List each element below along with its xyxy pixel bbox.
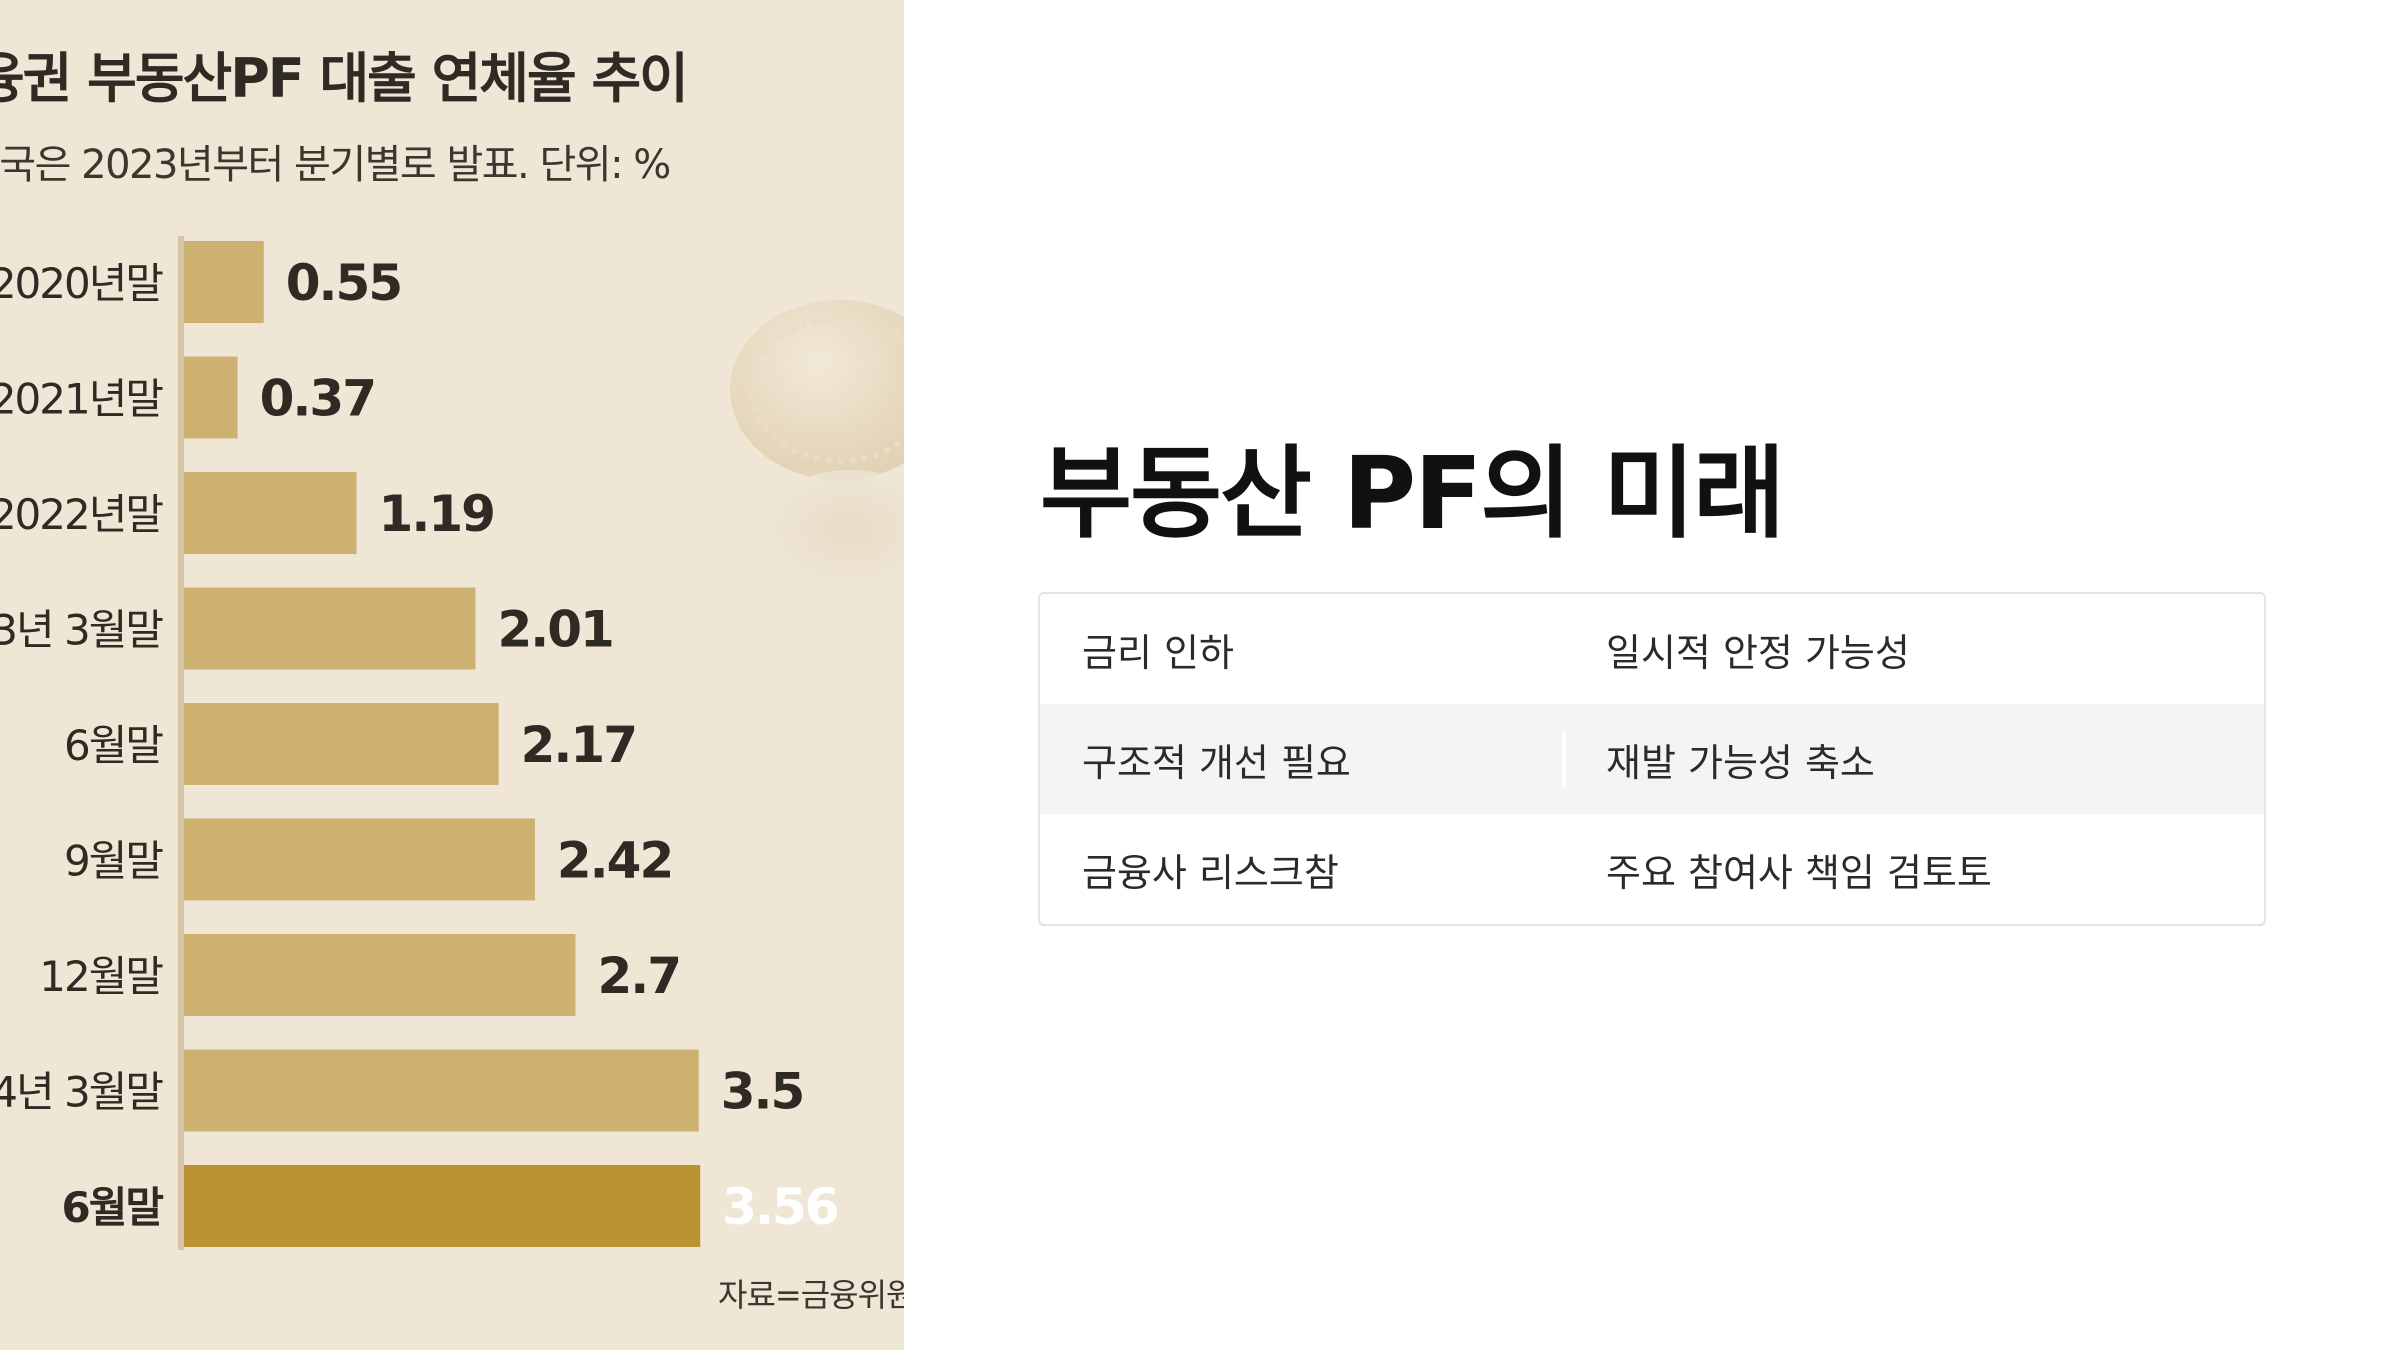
chart-category-label: 6월말: [64, 721, 163, 770]
infographic-panel: 융권 부동산PF 대출 연체율 추이 당국은 2023년부터 분기별로 발표. …: [0, 0, 904, 1350]
chart-bar: [184, 241, 264, 323]
chart-category-label: 2020년말: [0, 259, 163, 308]
chart-bar: [184, 703, 499, 785]
table-cell-outlook: 일시적 안정 가능성: [1606, 630, 1910, 675]
chart-value-label: 2.01: [497, 601, 612, 659]
chart-bar: [184, 472, 357, 554]
chart-value-label: 3.56: [722, 1178, 838, 1236]
page-title: 부동산 PF의 미래: [1040, 435, 1785, 552]
table-cell-outlook: 주요 참여사 책임 검토토: [1606, 850, 1992, 895]
table-cell-factor: 구조적 개선 필요: [1040, 731, 1566, 787]
chart-value-label: 2.42: [557, 832, 672, 890]
coin-illustration: [730, 300, 904, 480]
chart-category-label: 2021년말: [0, 375, 163, 424]
table-cell-factor: 금융사 리스크참: [1082, 850, 1339, 895]
outlook-table: 금리 인하 일시적 안정 가능성 구조적 개선 필요 재발 가능성 축소 금융사…: [1038, 592, 2266, 926]
chart-value-label: 0.37: [260, 370, 375, 428]
chart-bar: [184, 1165, 701, 1247]
table-cell-factor: 금리 인하: [1082, 630, 1234, 675]
chart-value-label: 2.17: [521, 716, 636, 774]
chart-category-label: 2022년말: [0, 490, 163, 539]
chart-value-label: 2.7: [598, 947, 681, 1005]
chart-category-label: 6월말: [61, 1183, 163, 1232]
chart-value-label: 1.19: [379, 485, 494, 543]
chart-value-label: 3.5: [721, 1063, 804, 1121]
infographic-subtitle: 당국은 2023년부터 분기별로 발표. 단위: %: [0, 142, 671, 188]
table-cell-outlook: 재발 가능성 축소: [1606, 740, 1875, 785]
table-row: 금리 인하 일시적 안정 가능성: [1040, 594, 2264, 704]
chart-bar: [184, 356, 238, 439]
delinquency-bar-chart: 2020년말 0.55 2021년말 0.37 2022년말 1.19 3년 3월말 2.01…: [0, 236, 840, 1250]
chart-category-label: 4년 3월말: [0, 1068, 163, 1117]
infographic-title: 융권 부동산PF 대출 연체율 추이: [0, 47, 689, 110]
table-row: 구조적 개선 필요 재발 가능성 축소: [1040, 704, 2264, 814]
chart-category-label: 9월말: [64, 837, 163, 886]
chart-bar: [184, 587, 476, 670]
table-row: 금융사 리스크참 주요 참여사 책임 검토토: [1040, 814, 2264, 924]
chart-bar: [184, 818, 535, 901]
chart-category-label: 12월말: [39, 952, 163, 1001]
coin-reflection: [760, 470, 904, 590]
chart-bar: [184, 1049, 699, 1132]
chart-value-label: 0.55: [286, 254, 401, 312]
chart-bar: [184, 934, 576, 1016]
chart-category-label: 3년 3월말: [0, 606, 163, 655]
chart-axis-line: [178, 236, 184, 1250]
source-note: 자료=금융위원: [718, 1276, 904, 1314]
